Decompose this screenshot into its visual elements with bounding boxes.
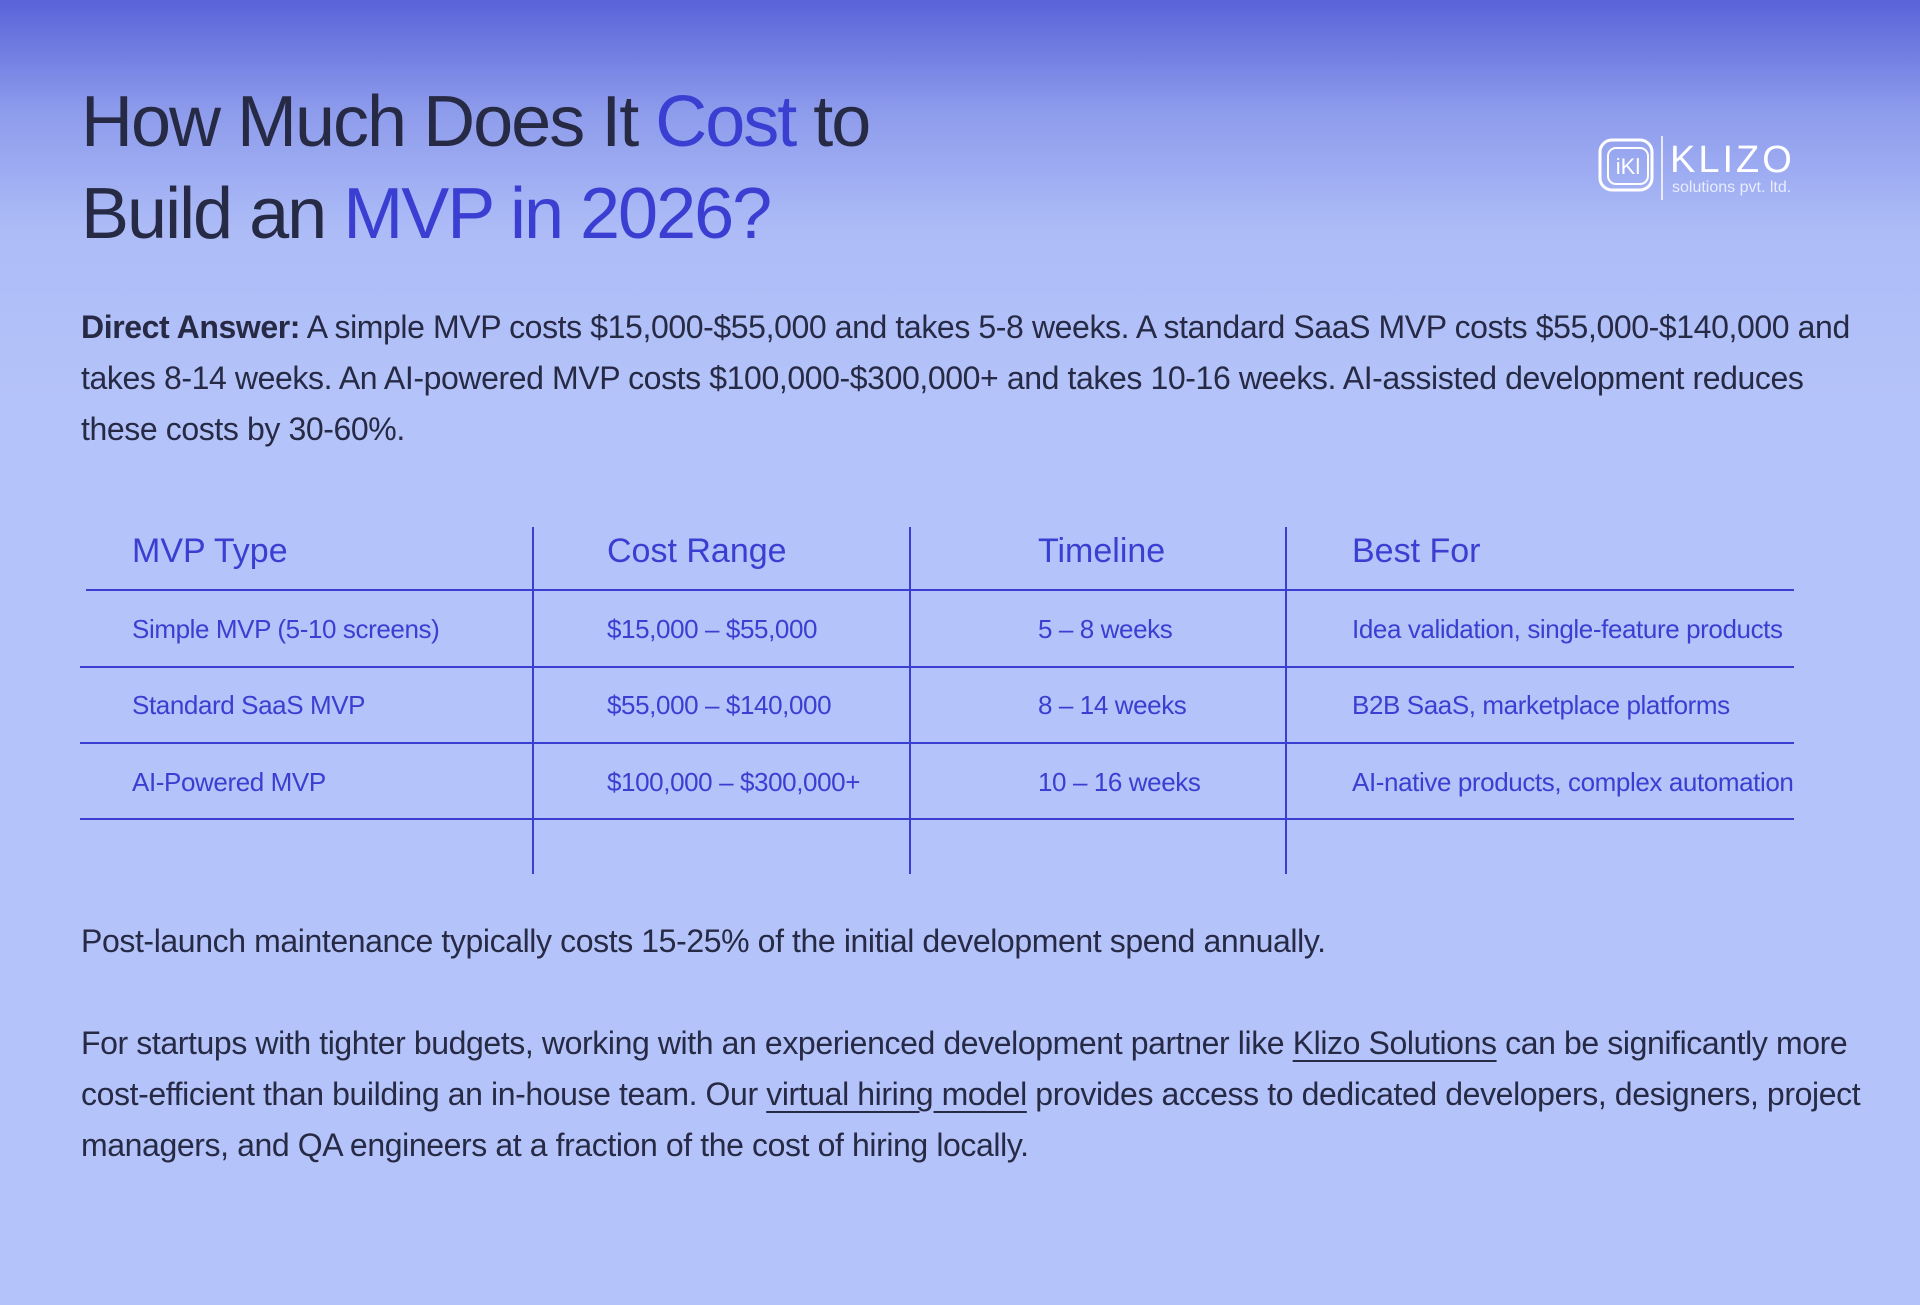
paragraph-text: can be significantly more cost-efficient… xyxy=(81,1025,1848,1112)
table-cell: AI-Powered MVP xyxy=(132,767,326,797)
partner-paragraph: For startups with tighter budgets, worki… xyxy=(81,1018,1871,1171)
title-text: Build an xyxy=(81,174,327,254)
title-highlight: MVP in 2026? xyxy=(343,174,772,254)
table-cell: $100,000 – $300,000+ xyxy=(607,767,860,797)
table-cell: Idea validation, single-feature products xyxy=(1352,614,1783,644)
table-cell: 8 – 14 weeks xyxy=(1038,690,1187,720)
logo-icon xyxy=(1598,138,1654,192)
logo[interactable]: iKl KLIZO solutions pvt. ltd. xyxy=(1596,134,1836,206)
paragraph-text: provides access to dedicated developers,… xyxy=(81,1076,1861,1163)
column-header: Timeline xyxy=(1038,532,1165,570)
direct-answer-text: A simple MVP costs $15,000-$55,000 and t… xyxy=(81,309,1850,447)
table-cell: 5 – 8 weeks xyxy=(1038,614,1173,644)
column-header: Cost Range xyxy=(607,532,787,570)
virtual-hiring-link[interactable]: virtual hiring model xyxy=(766,1076,1027,1112)
direct-answer-label: Direct Answer: xyxy=(81,309,301,345)
logo-tagline: solutions pvt. ltd. xyxy=(1672,179,1791,196)
title-highlight: Cost xyxy=(655,82,797,162)
title: How Much Does It Cost to Build an MVP in… xyxy=(81,76,871,260)
cost-table: MVP Type Cost Range Timeline Best For Simple… xyxy=(80,527,1794,874)
direct-answer: Direct Answer: A simple MVP costs $15,00… xyxy=(81,302,1871,455)
logo-name: KLIZO xyxy=(1670,139,1795,181)
column-header: MVP Type xyxy=(132,532,288,570)
table-cell: $15,000 – $55,000 xyxy=(607,614,817,644)
paragraph-text: For startups with tighter budgets, worki… xyxy=(81,1025,1285,1061)
table-cell: AI-native products, complex automation xyxy=(1352,767,1793,797)
table-cell: Standard SaaS MVP xyxy=(132,690,365,720)
column-header: Best For xyxy=(1352,532,1480,570)
logo-icon: iKl xyxy=(1616,154,1640,179)
maintenance-note: Post-launch maintenance typically costs … xyxy=(81,923,1326,959)
title-text: How Much Does It xyxy=(81,82,639,162)
klizo-link[interactable]: Klizo Solutions xyxy=(1292,1025,1497,1061)
title-text: to xyxy=(813,82,871,162)
table-cell: B2B SaaS, marketplace platforms xyxy=(1352,690,1730,720)
logo-icon xyxy=(1607,147,1649,185)
table-cell: 10 – 16 weeks xyxy=(1038,767,1201,797)
table-cell: Simple MVP (5-10 screens) xyxy=(132,614,439,644)
table-cell: $55,000 – $140,000 xyxy=(607,690,831,720)
